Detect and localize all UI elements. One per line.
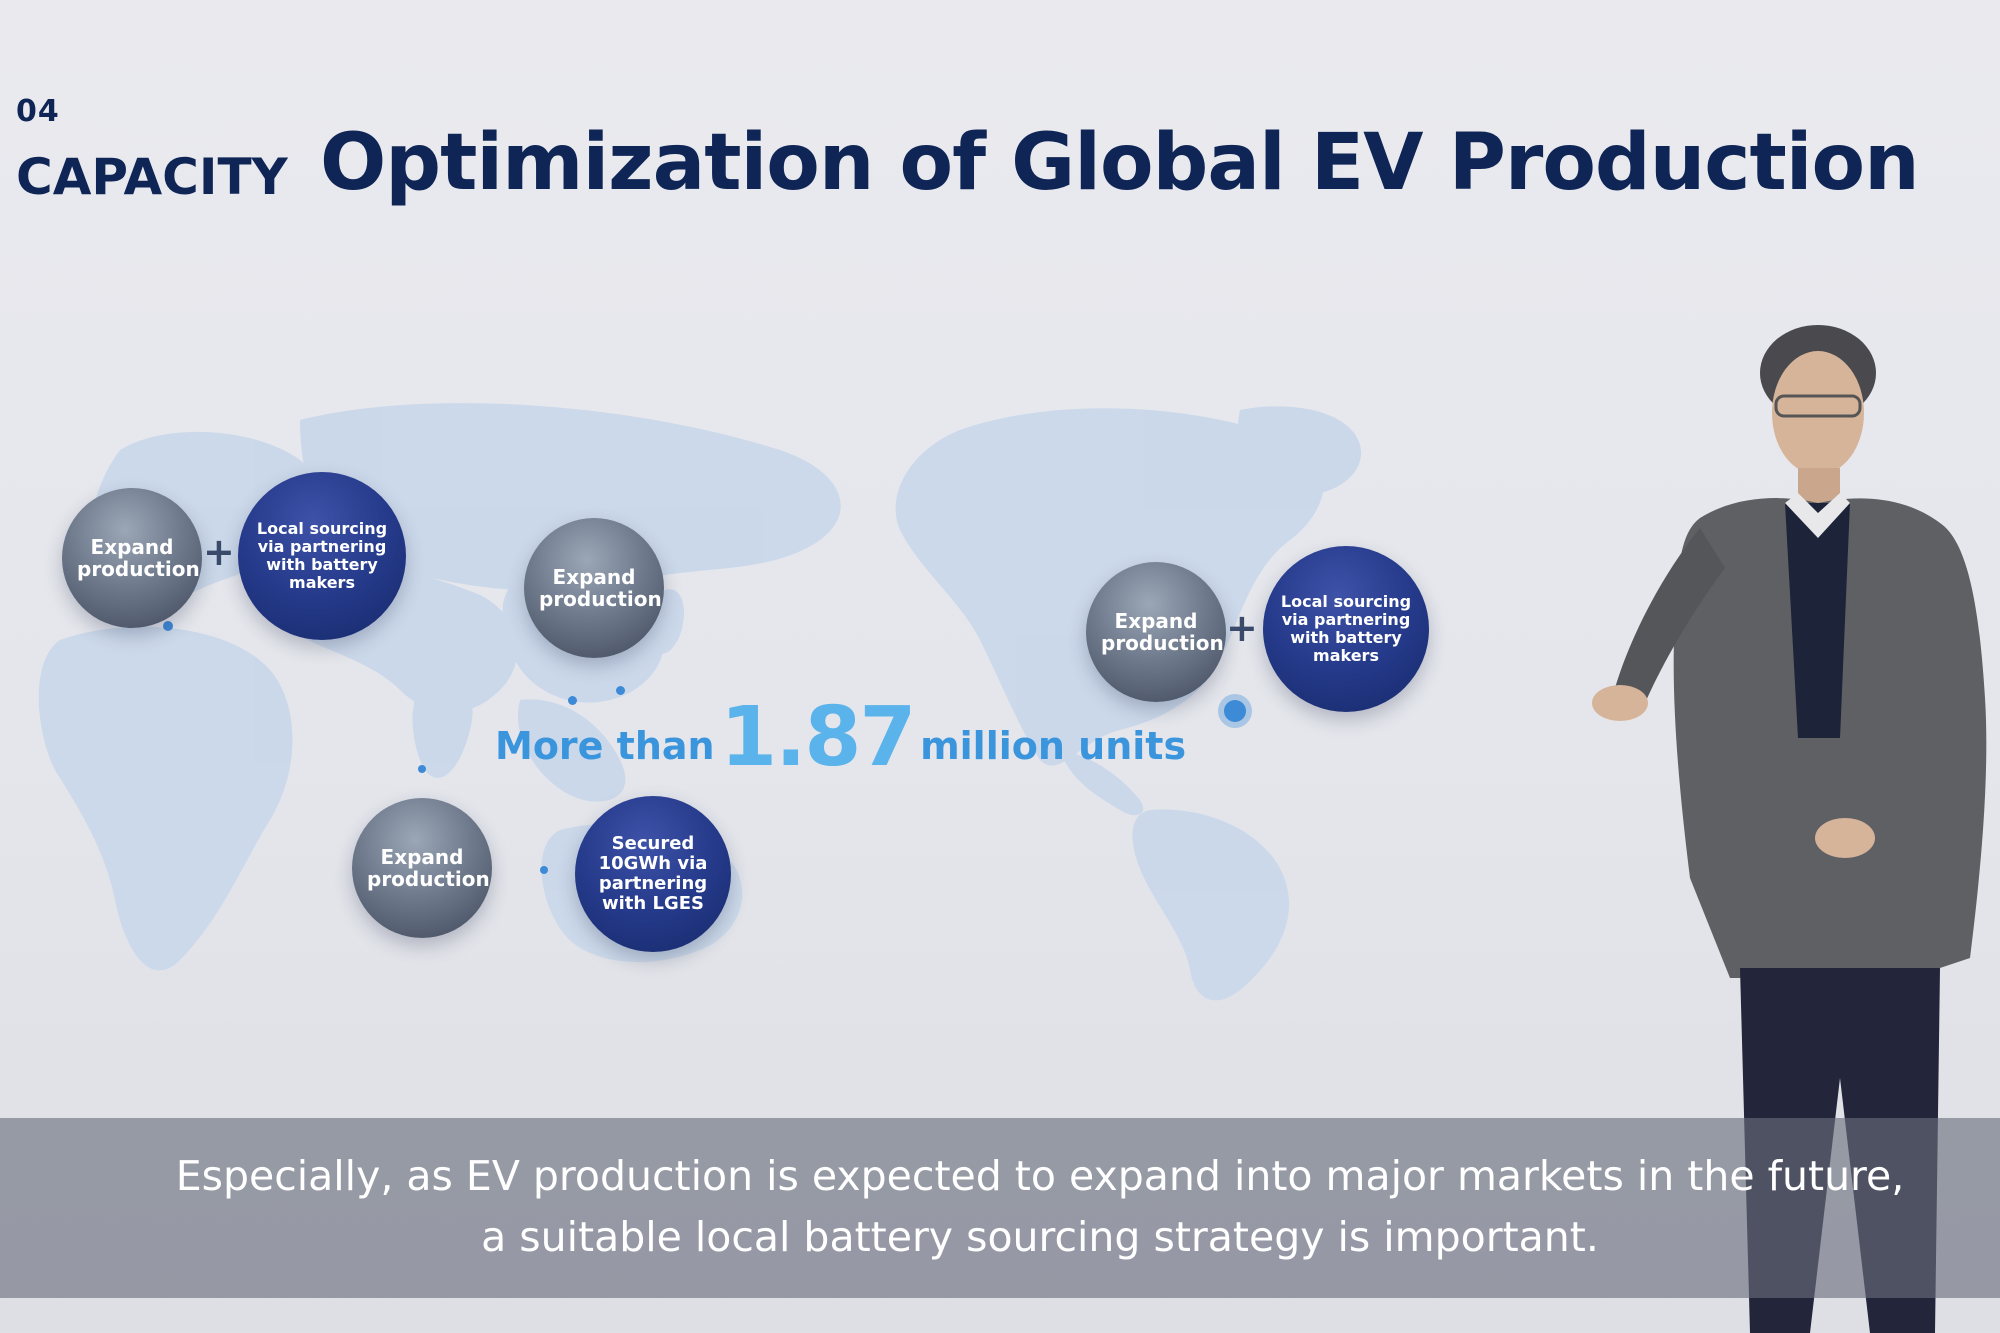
map-greenland bbox=[1237, 406, 1362, 496]
stat-suffix: million units bbox=[920, 724, 1187, 768]
europe-sourcing-bubble: Local sourcing via partnering with batte… bbox=[238, 472, 406, 640]
southeast-asia-secured-label: Secured 10GWh via partnering with LGES bbox=[598, 832, 708, 915]
america-plus-icon: + bbox=[1226, 606, 1258, 650]
europe-sourcing-label: Local sourcing via partnering with batte… bbox=[256, 519, 388, 592]
section-number: 04 bbox=[16, 94, 60, 129]
presenter-sweater bbox=[1785, 503, 1850, 738]
production-stat: More than 1.87 million units bbox=[495, 690, 1186, 785]
location-dot-usa bbox=[1224, 700, 1246, 722]
america-expand-bubble: Expand production bbox=[1086, 562, 1226, 702]
stat-prefix: More than bbox=[495, 724, 715, 768]
europe-plus-icon: + bbox=[203, 530, 235, 574]
presenter-collar bbox=[1785, 493, 1850, 538]
southeast-asia-expand-bubble: Expand production bbox=[352, 798, 492, 938]
caption-band bbox=[0, 1118, 2000, 1298]
map-north-asia bbox=[300, 403, 841, 591]
map-central-america bbox=[1060, 750, 1144, 816]
map-southeast-asia bbox=[518, 699, 626, 802]
europe-expand-bubble: Expand production bbox=[62, 488, 202, 628]
presenter-left-hand bbox=[1592, 685, 1648, 721]
location-dot-korea bbox=[616, 686, 625, 695]
presenter-right-hand bbox=[1815, 818, 1875, 858]
america-sourcing-label: Local sourcing via partnering with batte… bbox=[1280, 592, 1412, 665]
presenter-jacket bbox=[1673, 498, 1987, 978]
map-africa bbox=[38, 626, 293, 971]
asia-expand-label: Expand production bbox=[539, 564, 662, 611]
southeast-asia-secured-bubble: Secured 10GWh via partnering with LGES bbox=[575, 796, 731, 952]
southeast-asia-expand-label: Expand production bbox=[367, 844, 490, 891]
map-india bbox=[412, 679, 473, 778]
stat-value: 1.87 bbox=[720, 690, 916, 785]
section-label: CAPACITY bbox=[16, 148, 288, 206]
location-dot-indonesia bbox=[540, 866, 548, 874]
america-expand-label: Expand production bbox=[1101, 608, 1224, 655]
caption-line-1: Especially, as EV production is expected… bbox=[175, 1152, 1905, 1200]
presenter-face bbox=[1772, 351, 1864, 475]
location-dot-china bbox=[568, 696, 577, 705]
america-sourcing-bubble: Local sourcing via partnering with batte… bbox=[1263, 546, 1429, 712]
location-dot-europe bbox=[163, 621, 173, 631]
europe-expand-label: Expand production bbox=[77, 534, 200, 581]
location-dot-india bbox=[418, 765, 426, 773]
map-south-america bbox=[1132, 809, 1289, 1001]
presenter-left-arm bbox=[1615, 528, 1725, 703]
page-title: Optimization of Global EV Production bbox=[320, 118, 1920, 208]
presenter-glasses bbox=[1774, 394, 1862, 418]
asia-expand-bubble: Expand production bbox=[524, 518, 664, 658]
caption-line-2: a suitable local battery sourcing strate… bbox=[481, 1213, 1599, 1261]
